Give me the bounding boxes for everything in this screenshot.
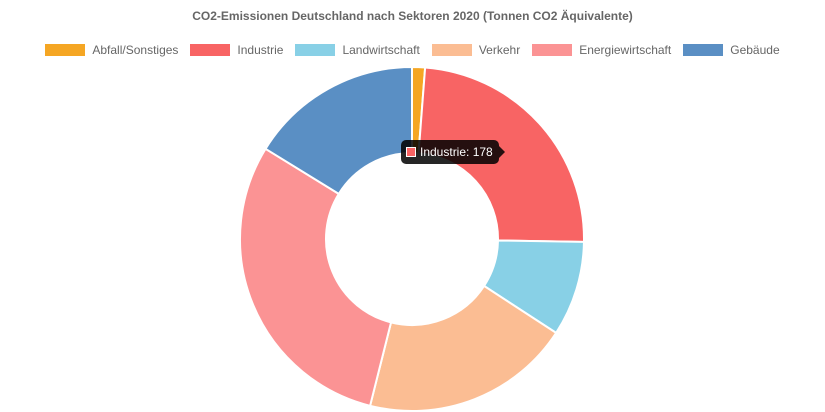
legend-label: Industrie [237,43,284,57]
chart-legend: Abfall/Sonstiges Industrie Landwirtschaft V… [0,43,825,57]
legend-label: Landwirtschaft [342,43,420,57]
legend-label: Energiewirtschaft [579,43,672,57]
legend-swatch [532,44,573,56]
legend-swatch [683,44,724,56]
slice-geb-ude[interactable] [264,65,413,196]
legend-swatch [45,44,86,56]
tooltip-swatch [406,147,416,157]
legend-label: Abfall/Sonstiges [92,43,179,57]
legend-swatch [295,44,336,56]
chart-tooltip: Industrie: 178 [401,140,505,164]
slice-energiewirtschaft[interactable] [239,147,393,408]
slice-verkehr[interactable] [368,284,558,412]
legend-item-landwirtschaft[interactable]: Landwirtschaft [295,43,420,57]
legend-item-industrie[interactable]: Industrie [190,43,283,57]
legend-label: Gebäude [730,43,780,57]
chart-title: CO2-Emissionen Deutschland nach Sektoren… [192,9,633,23]
legend-item-energiewirtschaft[interactable]: Energiewirtschaft [532,43,671,57]
legend-item-abfall-sonstiges[interactable]: Abfall/Sonstiges [45,43,178,57]
legend-item-verkehr[interactable]: Verkehr [431,43,521,57]
legend-item-geb-ude[interactable]: Gebäude [683,43,780,57]
legend-label: Verkehr [478,43,521,57]
legend-swatch [190,44,231,56]
legend-swatch [431,44,472,56]
tooltip-label: Industrie: 178 [420,145,493,159]
